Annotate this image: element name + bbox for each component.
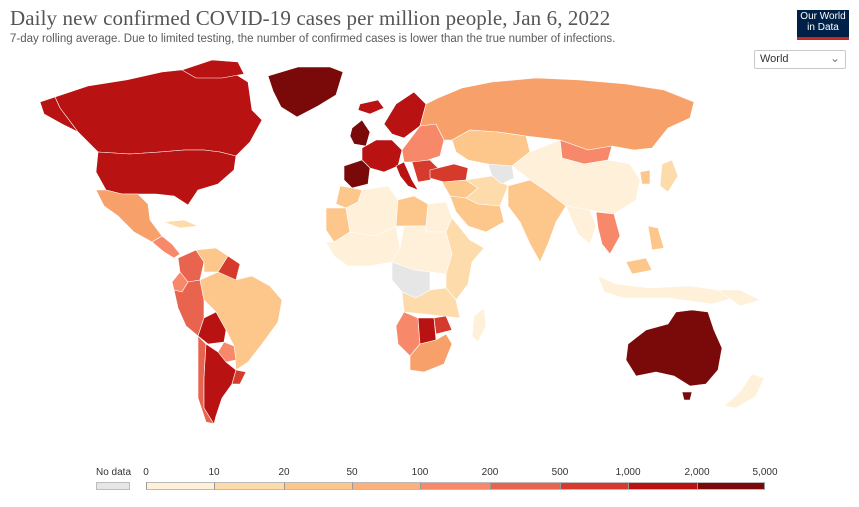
region-new-zealand[interactable] [723, 373, 765, 409]
chart-subtitle: 7-day rolling average. Due to limited te… [10, 33, 616, 45]
region-alaska[interactable] [39, 96, 79, 133]
logo-line-2: in Data [807, 22, 839, 33]
region-select[interactable]: World ⌄ [754, 50, 846, 69]
region-uruguay[interactable] [231, 369, 247, 385]
region-select-value: World [760, 53, 789, 65]
region-madagascar[interactable] [471, 307, 487, 343]
region-argentina[interactable] [203, 343, 237, 425]
region-libya[interactable] [395, 195, 429, 227]
region-mexico[interactable] [95, 189, 163, 243]
region-afghanistan[interactable] [487, 163, 515, 185]
region-saudi-arabia[interactable] [449, 195, 505, 233]
logo-line-1: Our World [800, 11, 846, 22]
chart-title: Daily new confirmed COVID-19 cases per m… [10, 6, 611, 30]
region-paraguay[interactable] [217, 341, 237, 363]
logo-accent-bar [797, 37, 849, 40]
region-vietnam[interactable] [595, 211, 621, 255]
region-canada[interactable] [54, 67, 263, 157]
region-malaysia[interactable] [625, 257, 653, 275]
region-zimbabwe[interactable] [433, 315, 453, 335]
region-cuba[interactable] [163, 219, 199, 229]
region-greenland[interactable] [267, 66, 344, 118]
region-japan[interactable] [659, 159, 679, 193]
region-india[interactable] [507, 179, 567, 263]
region-tasmania[interactable] [681, 391, 693, 401]
region-peru[interactable] [173, 279, 205, 337]
region-canada-island[interactable] [181, 59, 245, 79]
region-korea[interactable] [639, 169, 651, 185]
region-southern-africa[interactable] [401, 287, 461, 319]
owid-logo[interactable]: Our World in Data [797, 10, 849, 40]
region-kazakhstan[interactable] [451, 129, 531, 167]
region-australia[interactable] [625, 309, 723, 387]
chevron-down-icon: ⌄ [829, 51, 840, 65]
region-east-africa[interactable] [445, 217, 485, 301]
region-botswana[interactable] [417, 317, 437, 345]
region-papua-new-guinea[interactable] [717, 289, 761, 307]
region-philippines[interactable] [647, 225, 665, 251]
region-south-africa[interactable] [409, 333, 453, 373]
region-iberia[interactable] [343, 159, 371, 189]
region-uk[interactable] [349, 119, 371, 147]
region-central-america[interactable] [151, 235, 181, 259]
region-southeast-asia[interactable] [565, 205, 597, 245]
region-iceland[interactable] [357, 99, 385, 115]
